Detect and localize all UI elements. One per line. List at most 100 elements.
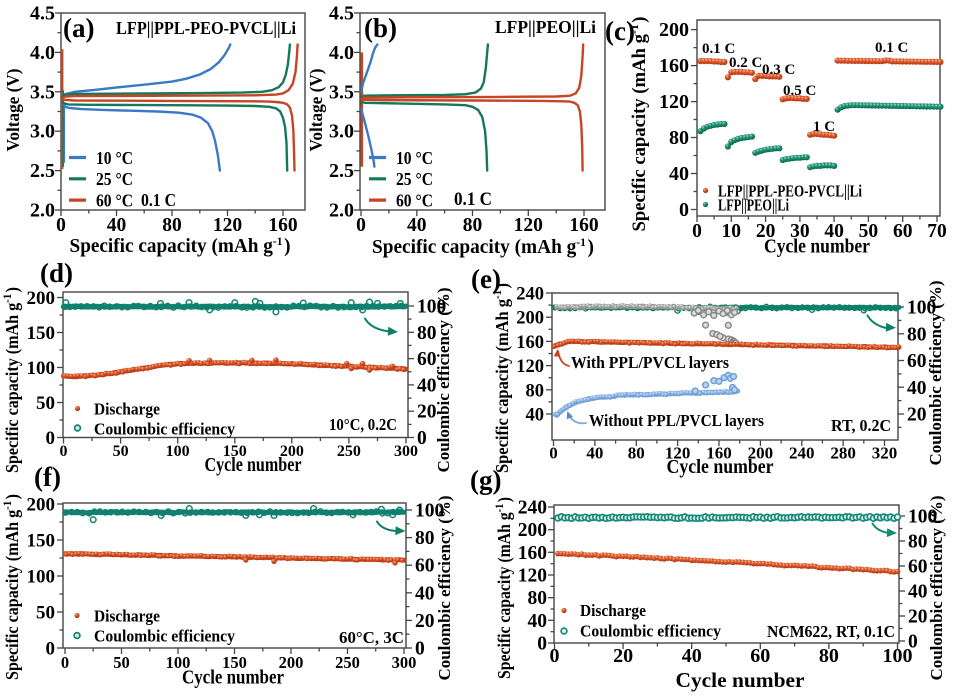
svg-text:240: 240 [518,497,547,518]
svg-text:4.0: 4.0 [329,42,354,64]
svg-text:100: 100 [166,443,190,460]
svg-text:160: 160 [706,444,732,463]
svg-text:100: 100 [27,358,56,379]
svg-text:240: 240 [516,285,544,305]
svg-text:50: 50 [36,393,55,414]
svg-text:80: 80 [415,528,435,549]
svg-text:(g): (g) [470,465,501,495]
svg-text:60°C, 3C: 60°C, 3C [339,628,404,647]
svg-text:40: 40 [526,406,545,426]
svg-text:Discharge: Discharge [94,400,160,419]
svg-text:100: 100 [417,297,446,318]
svg-text:2.0: 2.0 [329,200,354,222]
svg-text:250: 250 [337,443,361,460]
svg-text:80: 80 [628,444,645,463]
svg-text:(f): (f) [34,462,61,492]
svg-text:0: 0 [46,639,56,660]
svg-text:150: 150 [223,443,247,460]
svg-text:60: 60 [893,221,913,242]
svg-text:100: 100 [166,653,191,672]
svg-text:With PPL/PVCL layers: With PPL/PVCL layers [571,353,729,372]
svg-text:40: 40 [908,582,928,603]
svg-text:4.0: 4.0 [30,42,55,64]
svg-text:Specific capacity (mAh g-1 ): Specific capacity (mAh g-1 ) [0,287,22,473]
svg-text:80: 80 [819,645,839,667]
svg-text:10: 10 [722,221,742,242]
svg-text:150: 150 [27,323,56,344]
svg-text:20: 20 [415,611,435,632]
svg-text:4.5: 4.5 [329,3,354,25]
svg-text:60: 60 [907,351,927,372]
svg-text:4.5: 4.5 [30,3,55,25]
svg-text:20: 20 [907,405,927,426]
svg-text:0: 0 [549,444,558,463]
svg-text:60: 60 [417,349,437,370]
svg-text:Coulombic efficiency (%): Coulombic efficiency (%) [927,495,946,680]
svg-text:300: 300 [392,653,417,672]
svg-text:0.2 C: 0.2 C [729,55,762,71]
svg-text:160: 160 [659,55,689,77]
svg-text:10°C, 0.2C: 10°C, 0.2C [329,415,397,434]
svg-text:80: 80 [526,381,545,401]
svg-text:80: 80 [908,532,928,553]
svg-text:0: 0 [415,639,425,660]
svg-text:40: 40 [682,645,702,667]
svg-text:200: 200 [27,495,56,516]
svg-text:40: 40 [824,221,844,242]
svg-text:2.5: 2.5 [30,160,55,182]
svg-text:40: 40 [669,163,689,185]
svg-text:Discharge: Discharge [94,607,160,626]
svg-text:80: 80 [417,323,437,344]
svg-text:50: 50 [36,603,55,624]
svg-text:60: 60 [750,645,770,667]
svg-text:1 C: 1 C [813,119,835,135]
svg-text:0: 0 [908,632,918,653]
svg-text:0: 0 [550,645,560,667]
svg-text:80: 80 [463,215,483,236]
svg-text:200: 200 [518,520,547,541]
svg-text:0: 0 [60,443,68,460]
svg-text:160: 160 [268,215,297,236]
svg-text:50: 50 [113,653,130,672]
svg-text:40: 40 [528,611,548,632]
svg-text:Voltage (V): Voltage (V) [3,69,24,152]
svg-text:60: 60 [415,556,435,577]
svg-text:Specific capacity (mAh g-1 ): Specific capacity (mAh g-1 ) [492,497,515,679]
svg-text:Voltage (V): Voltage (V) [306,69,327,152]
svg-text:0: 0 [692,221,702,242]
svg-text:0.5 C: 0.5 C [783,83,816,99]
svg-text:0.1 C: 0.1 C [702,41,735,57]
svg-text:160: 160 [569,215,598,236]
svg-text:Without PPL/PVCL layers: Without PPL/PVCL layers [589,411,764,430]
svg-text:LFP||PPL-PEO-PVCL||Li: LFP||PPL-PEO-PVCL||Li [116,18,296,38]
svg-text:40: 40 [407,215,427,236]
svg-text:Specific capacity (mAh g-1 ): Specific capacity (mAh g-1 ) [0,494,22,680]
svg-text:70: 70 [927,221,947,242]
svg-text:150: 150 [222,653,247,672]
svg-text:Cycle number: Cycle number [676,668,805,692]
svg-text:80: 80 [669,127,689,149]
svg-text:120: 120 [518,565,547,586]
svg-text:120: 120 [514,215,543,236]
svg-text:(e): (e) [471,264,501,294]
svg-text:20: 20 [756,221,776,242]
svg-text:10 °C: 10 °C [396,148,433,168]
svg-text:25 °C: 25 °C [396,169,433,189]
svg-text:100: 100 [907,298,936,319]
svg-text:20: 20 [908,607,928,628]
svg-text:10 °C: 10 °C [96,148,133,168]
svg-text:Cycle number: Cycle number [205,454,302,476]
svg-text:200: 200 [280,443,304,460]
svg-text:25 °C: 25 °C [96,169,133,189]
svg-text:0: 0 [46,428,56,449]
svg-text:100: 100 [883,645,913,667]
svg-text:Cycle number: Cycle number [182,667,284,689]
svg-text:Specific capacity (mAh g-1 ): Specific capacity (mAh g-1 ) [372,235,594,258]
svg-text:40: 40 [907,378,927,399]
svg-text:3.0: 3.0 [30,121,55,143]
svg-text:60 °C: 60 °C [396,190,433,210]
svg-text:80: 80 [528,588,548,609]
svg-text:20: 20 [613,645,633,667]
svg-text:160: 160 [518,543,547,564]
svg-text:280: 280 [830,444,856,463]
